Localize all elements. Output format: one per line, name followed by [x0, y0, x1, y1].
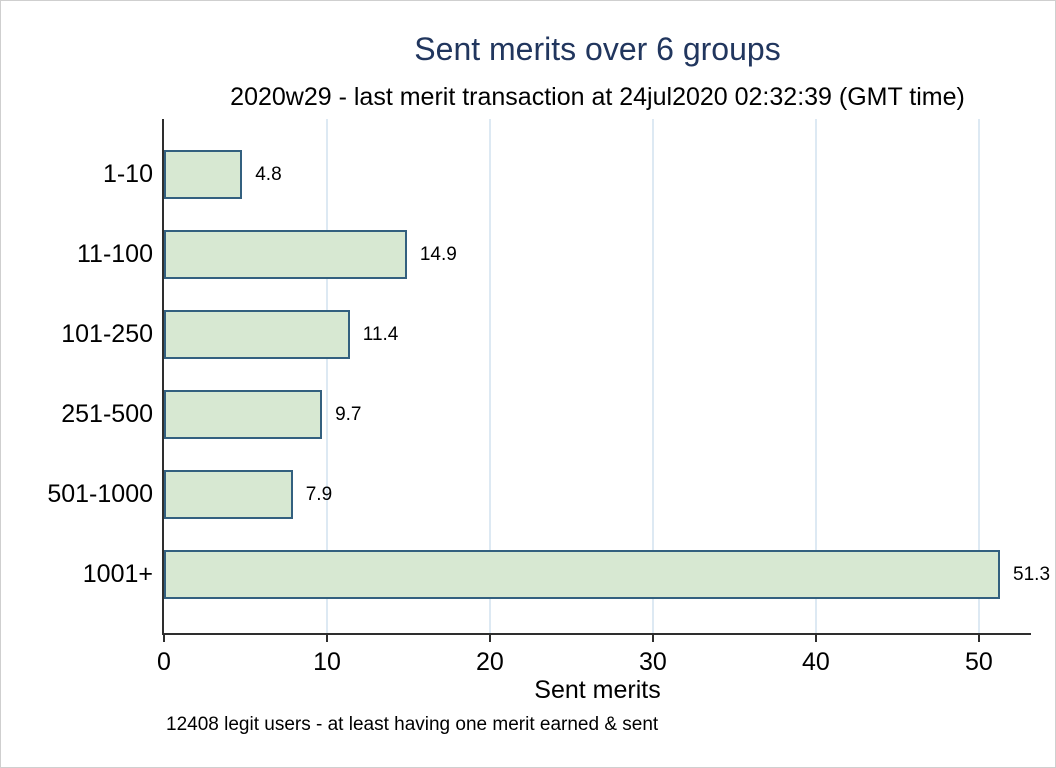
x-axis-tick	[814, 633, 817, 642]
chart-subtitle: 2020w29 - last merit transaction at 24ju…	[230, 83, 965, 111]
bar	[164, 469, 293, 519]
value-label: 7.9	[305, 483, 333, 505]
x-axis-tick-label: 10	[313, 648, 341, 676]
x-axis-tick	[651, 633, 654, 642]
bar	[164, 309, 350, 359]
category-label: 251-500	[61, 399, 153, 428]
bar-row: 251-500 9.7	[61, 389, 1031, 439]
bar-row: 11-100 14.9	[77, 229, 1031, 279]
x-axis-tick	[163, 633, 165, 642]
category-label: 101-250	[61, 319, 153, 348]
gridline	[977, 119, 980, 633]
value-label: 11.4	[362, 323, 399, 345]
x-axis-tick-label: 0	[157, 648, 171, 676]
x-axis-tick-label: 20	[476, 648, 504, 676]
x-axis-tick	[977, 633, 980, 642]
bar	[164, 389, 323, 439]
value-label: 14.9	[419, 243, 457, 265]
category-label: 11-100	[77, 239, 153, 268]
category-label: 1001+	[82, 559, 153, 588]
category-label: 501-1000	[47, 479, 153, 508]
value-label: 4.8	[255, 164, 282, 185]
bar-row: 1-10 4.8	[103, 150, 1031, 199]
chart-note: 12408 legit users - at least having one …	[166, 714, 659, 735]
x-axis-tick	[325, 633, 328, 642]
chart-title: Sent merits over 6 groups	[414, 31, 781, 67]
value-label: 51.3	[1013, 563, 1051, 585]
bar-row: 1001+ 51.3	[83, 549, 1050, 599]
gridline	[488, 119, 491, 633]
bar-row: 501-1000 7.9	[47, 469, 1031, 519]
x-axis-tick-label: 40	[801, 648, 830, 676]
x-axis-tick-label: 30	[639, 648, 667, 676]
bar	[164, 549, 1001, 599]
x-axis-title: Sent merits	[534, 676, 661, 704]
y-axis-line	[162, 119, 164, 635]
category-label: 1-10	[102, 160, 153, 188]
x-axis-tick-label: 50	[964, 648, 993, 676]
gridline	[325, 119, 328, 633]
bar-row: 101-250 11.4	[61, 309, 1031, 359]
plot-area: 1-10 4.8 11-100 14.9 101-250 11.4 251-500 9.7 50…	[47, 119, 1050, 676]
x-axis-tick	[488, 633, 491, 642]
value-label: 9.7	[335, 403, 362, 425]
x-axis-line	[162, 633, 1031, 635]
gridline	[651, 119, 654, 633]
bar	[164, 229, 407, 279]
bar	[164, 150, 243, 199]
gridline	[814, 119, 817, 633]
